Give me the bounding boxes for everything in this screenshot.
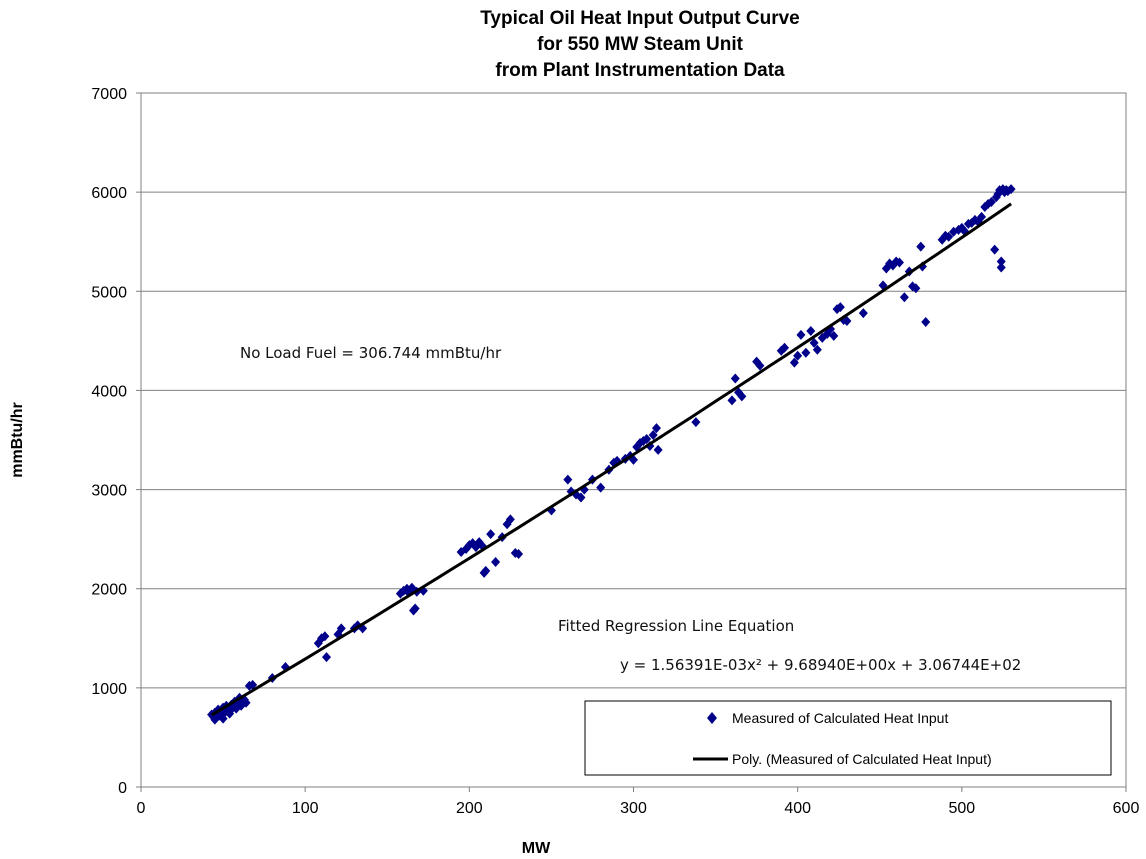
data-point (916, 241, 926, 252)
chart-title-line-3: from Plant Instrumentation Data (495, 60, 785, 81)
data-point (648, 430, 658, 441)
data-point (944, 231, 954, 242)
data-point (241, 697, 251, 708)
data-point (248, 679, 258, 690)
x-tick-label: 500 (948, 800, 975, 817)
legend: Measured of Calculated Heat Input Poly. … (584, 700, 1112, 776)
data-point (651, 423, 661, 434)
data-point (796, 329, 806, 340)
fit-title-annotation: Fitted Regression Line Equation (558, 617, 794, 635)
data-point (576, 492, 586, 503)
data-point (921, 317, 931, 328)
y-tick-label: 5000 (91, 284, 127, 301)
x-tick-label: 400 (784, 800, 811, 817)
data-point (737, 391, 747, 402)
x-tick-label: 200 (456, 800, 483, 817)
data-point (801, 347, 811, 358)
regression-line (210, 202, 1012, 717)
y-tick-label: 4000 (91, 383, 127, 400)
legend-box (584, 700, 1112, 776)
data-point (789, 357, 799, 368)
data-point (727, 395, 737, 406)
x-tick-label: 100 (292, 800, 319, 817)
legend-line-label: Poly. (Measured of Calculated Heat Input… (732, 751, 992, 767)
data-point (410, 603, 420, 614)
data-point (996, 262, 1006, 273)
data-point (505, 514, 515, 525)
data-point (977, 211, 987, 222)
y-tick-label: 1000 (91, 681, 127, 698)
x-axis-title: MW (522, 840, 551, 857)
y-tick-label: 7000 (91, 86, 127, 103)
no-load-annotation: No Load Fuel = 306.744 mmBtu/hr (240, 344, 502, 362)
chart-title-line-1: Typical Oil Heat Input Output Curve (480, 8, 800, 29)
data-point (858, 308, 868, 319)
equation-annotation: y = 1.56391E-03x² + 9.68940E+00x + 3.067… (620, 656, 1021, 674)
y-axis-ticks: 0 1000 2000 3000 4000 5000 6000 7000 (91, 86, 141, 797)
scatter-series (207, 184, 1016, 725)
data-point (322, 652, 332, 663)
chart-title-line-2: for 550 MW Steam Unit (537, 34, 744, 55)
data-point (320, 631, 330, 642)
data-point (780, 342, 790, 353)
data-point (514, 549, 524, 560)
data-point (812, 344, 822, 355)
plot-area-border (140, 92, 1127, 788)
x-tick-label: 600 (1113, 800, 1140, 817)
data-point (481, 565, 491, 576)
data-point (990, 244, 1000, 255)
data-point (596, 482, 606, 493)
y-tick-label: 2000 (91, 582, 127, 599)
data-point (755, 360, 765, 371)
gridlines (141, 191, 1126, 689)
data-point (491, 556, 501, 567)
data-point (842, 316, 852, 327)
x-axis-ticks: 0 100 200 300 400 500 600 (137, 787, 1140, 817)
legend-scatter-label: Measured of Calculated Heat Input (732, 710, 948, 726)
y-tick-label: 6000 (91, 185, 127, 202)
data-point (563, 474, 573, 485)
data-point (899, 292, 909, 303)
y-tick-label: 3000 (91, 483, 127, 500)
legend-scatter-marker (707, 712, 717, 724)
data-point (336, 623, 346, 634)
data-point (829, 330, 839, 341)
data-point (793, 350, 803, 361)
data-point (642, 434, 652, 445)
data-point (986, 197, 996, 208)
y-axis-title: mmBtu/hr (9, 402, 26, 478)
chart-title: Typical Oil Heat Input Output Curve for … (480, 8, 800, 81)
data-point (653, 444, 663, 455)
data-point (809, 337, 819, 348)
data-point (894, 257, 904, 268)
data-point (486, 529, 496, 540)
x-tick-label: 300 (620, 800, 647, 817)
y-tick-label: 0 (118, 780, 127, 797)
data-point (691, 417, 701, 428)
data-point (835, 302, 845, 313)
x-tick-label: 0 (137, 800, 146, 817)
data-point (911, 283, 921, 294)
data-point (996, 256, 1006, 267)
data-point (730, 373, 740, 384)
data-point (1006, 184, 1016, 195)
data-point (806, 325, 816, 336)
